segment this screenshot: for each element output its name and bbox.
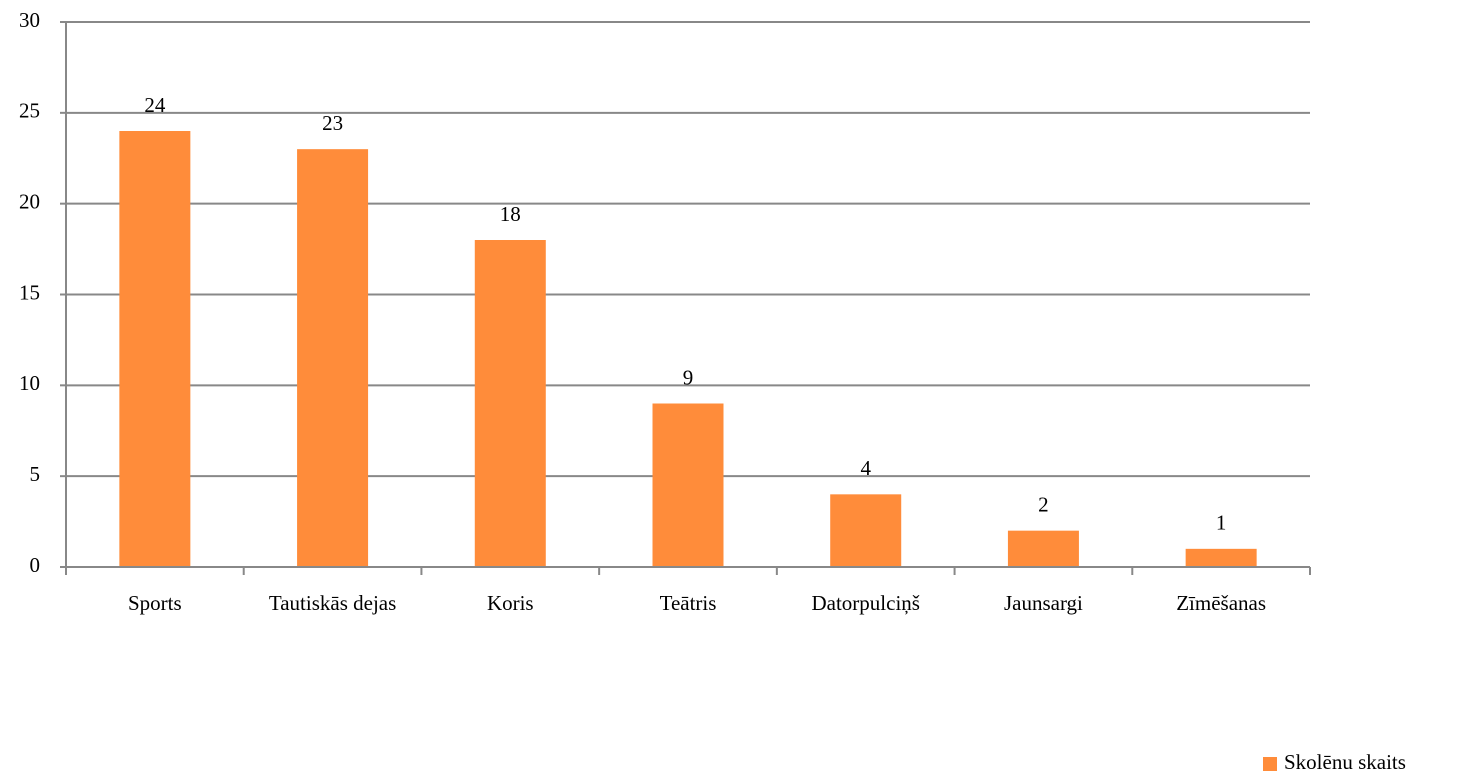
x-tick-label: Datorpulciņš bbox=[811, 591, 919, 615]
legend-label: Skolēnu skaits bbox=[1284, 750, 1406, 774]
data-label: 4 bbox=[860, 456, 871, 480]
x-tick-label: Sports bbox=[128, 591, 182, 615]
x-tick-label: Koris bbox=[487, 591, 534, 615]
data-label: 9 bbox=[683, 365, 694, 389]
y-tick-label: 5 bbox=[30, 462, 41, 486]
data-label: 23 bbox=[322, 111, 343, 135]
bar bbox=[474, 240, 546, 567]
data-label: 2 bbox=[1038, 492, 1049, 516]
y-tick-label: 15 bbox=[19, 280, 40, 304]
y-tick-label: 30 bbox=[19, 8, 40, 32]
legend-swatch bbox=[1263, 757, 1277, 771]
y-tick-label: 0 bbox=[30, 553, 41, 577]
x-tick-label: Tautiskās dejas bbox=[269, 591, 396, 615]
bar bbox=[1007, 530, 1079, 567]
bar bbox=[652, 403, 724, 567]
bar bbox=[830, 494, 902, 567]
y-tick-label: 20 bbox=[19, 189, 40, 213]
y-tick-label: 10 bbox=[19, 371, 40, 395]
x-tick-label: Jaunsargi bbox=[1004, 591, 1083, 615]
y-tick-label: 25 bbox=[19, 99, 40, 123]
data-label: 24 bbox=[144, 93, 166, 117]
data-label: 1 bbox=[1216, 511, 1227, 535]
bar bbox=[119, 131, 191, 567]
x-tick-label: Teātris bbox=[660, 591, 717, 615]
bar bbox=[1185, 548, 1257, 567]
x-tick-label: Zīmēšanas bbox=[1176, 591, 1266, 615]
bar bbox=[297, 149, 369, 567]
data-label: 18 bbox=[500, 202, 521, 226]
